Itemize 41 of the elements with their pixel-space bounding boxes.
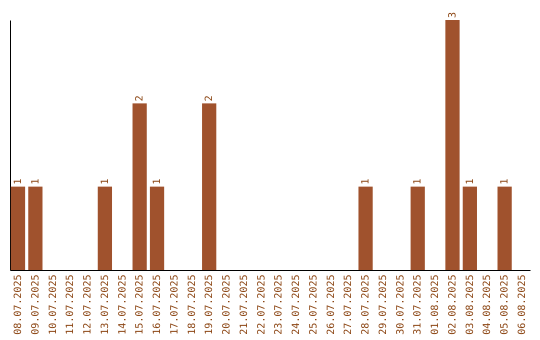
- data-label: 1: [500, 178, 511, 185]
- x-tick-label: 12.07.2025: [82, 274, 94, 335]
- x-tick-label: 29.07.2025: [378, 274, 389, 335]
- data-label: 1: [464, 178, 476, 185]
- x-tick-label: 11.07.2025: [65, 274, 76, 335]
- x-tick-label: 18.07.2025: [186, 274, 198, 335]
- data-label: 2: [204, 95, 216, 102]
- x-tick-label: 24.07.2025: [291, 274, 302, 335]
- x-tick-label: 05.08.2025: [500, 274, 511, 335]
- x-tick-label: 09.07.2025: [30, 274, 42, 335]
- x-tick-label: 22.07.2025: [256, 274, 268, 335]
- x-tick-label: 13.07.2025: [100, 274, 111, 335]
- data-label: 1: [30, 178, 42, 185]
- data-label: 1: [12, 178, 24, 185]
- x-tick-label: 25.07.2025: [308, 274, 320, 335]
- x-tick-label: 03.08.2025: [464, 274, 476, 335]
- data-label: 3: [447, 12, 458, 18]
- x-tick-label: 04.08.2025: [482, 274, 494, 335]
- x-tick-label: 26.07.2025: [326, 274, 337, 335]
- x-tick-label: 02.08.2025: [447, 274, 458, 335]
- x-tick-label: 01.08.2025: [430, 274, 442, 335]
- data-label: 1: [100, 178, 111, 185]
- data-label: 1: [152, 178, 164, 185]
- x-tick-label: 28.07.2025: [360, 274, 372, 335]
- x-tick-label: 23.07.2025: [274, 274, 285, 335]
- x-tick-label: 17.07.2025: [169, 274, 180, 335]
- x-tick-label: 21.07.2025: [238, 274, 250, 335]
- data-label: 1: [360, 178, 372, 185]
- x-tick-label: 31.07.2025: [412, 274, 424, 335]
- x-tick-label: 20.07.2025: [222, 274, 233, 335]
- data-label: 1: [412, 178, 424, 185]
- x-tick-label: 06.08.2025: [517, 274, 528, 335]
- x-tick-label: 08.07.2025: [12, 274, 24, 335]
- x-tick-label: 10.07.2025: [48, 274, 59, 335]
- x-tick-label: 16.07.2025: [152, 274, 164, 335]
- x-tick-label: 30.07.2025: [395, 274, 406, 335]
- x-tick-label: 27.07.2025: [343, 274, 354, 335]
- data-label: 2: [134, 95, 146, 102]
- x-tick-label: 15.07.2025: [134, 274, 146, 335]
- x-tick-label: 14.07.2025: [117, 274, 128, 335]
- x-tick-label: 19.07.2025: [204, 274, 216, 335]
